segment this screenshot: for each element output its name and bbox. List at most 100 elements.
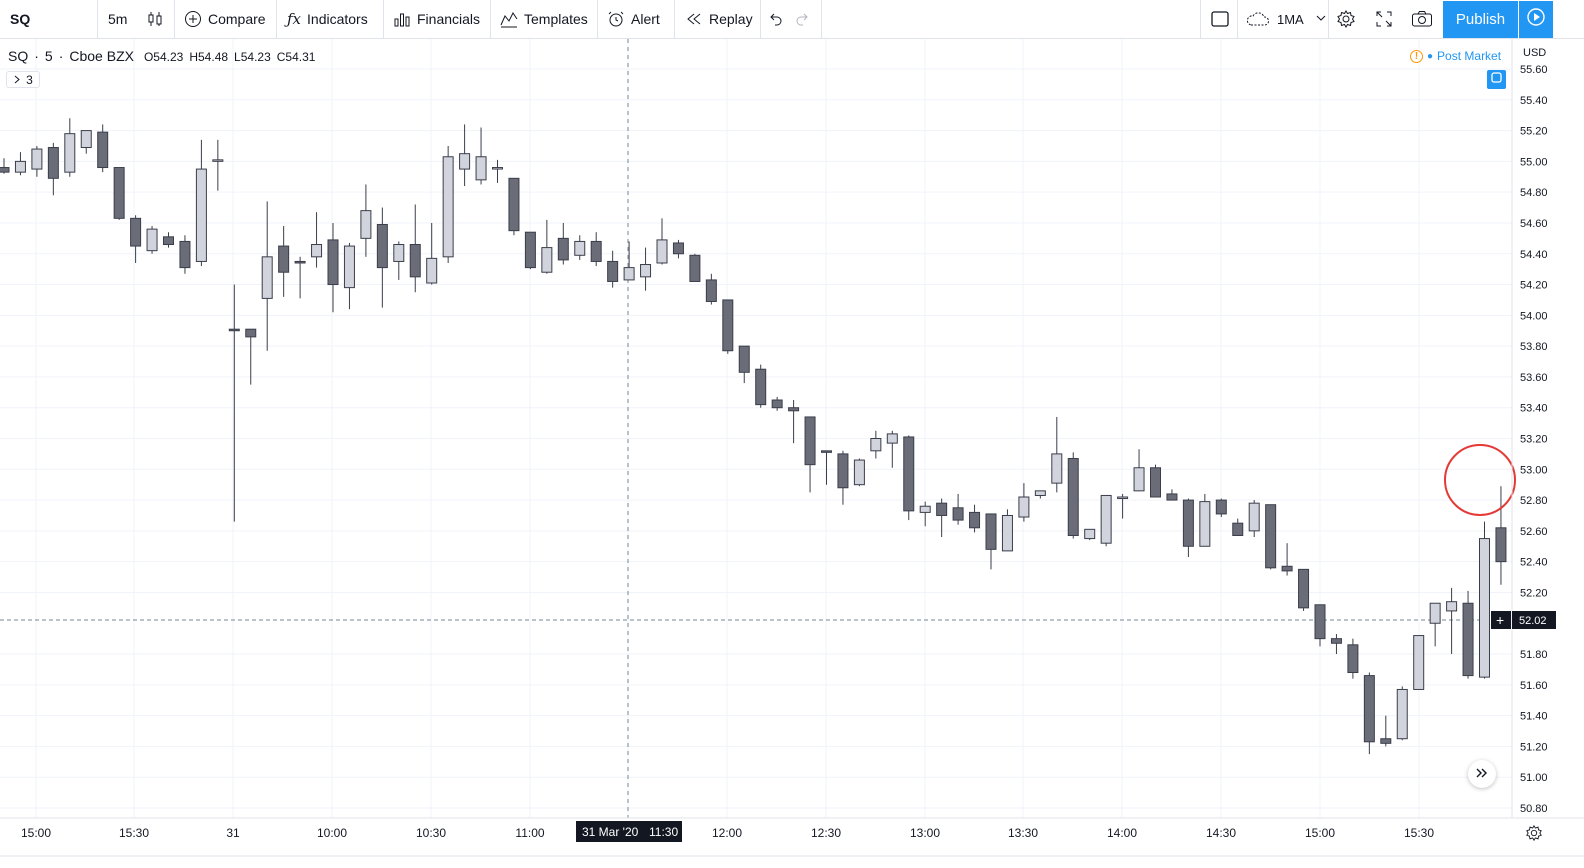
- time-axis[interactable]: 15:00 15:30 31 10:00 10:30 11:00 12:00 12:30 13:…: [21, 826, 1434, 840]
- candle-body: [1265, 504, 1277, 569]
- indicators-button[interactable]: ƒx Indicators: [287, 0, 368, 38]
- candle: [113, 167, 125, 220]
- candle: [1248, 500, 1260, 538]
- scroll-to-realtime-button[interactable]: [1468, 760, 1496, 788]
- price-tick-label: 51.80: [1520, 649, 1548, 661]
- candle: [376, 207, 388, 308]
- time-tick-label: 10:30: [416, 826, 446, 840]
- auto-scale-button[interactable]: [1487, 70, 1506, 89]
- play-circle-icon: [1526, 7, 1546, 32]
- candle: [278, 226, 290, 297]
- toolbar-divider: [597, 0, 598, 38]
- settings-button[interactable]: [1336, 0, 1362, 38]
- price-tick-label: 54.60: [1520, 218, 1548, 230]
- square-icon: [1210, 9, 1230, 29]
- candle: [1166, 489, 1178, 501]
- price-tick-label: 50.80: [1520, 803, 1548, 815]
- replay-label: Replay: [709, 11, 753, 27]
- interval-button[interactable]: 5m: [108, 0, 127, 38]
- snapshot-button[interactable]: [1411, 0, 1439, 38]
- candle-body: [837, 453, 849, 489]
- compare-button[interactable]: Compare: [184, 0, 266, 38]
- templates-icon: [500, 10, 518, 28]
- candle-body: [1396, 688, 1408, 740]
- current-price-label: 52.02: [1519, 615, 1547, 627]
- candle-body: [1084, 528, 1096, 540]
- candle-body: [97, 131, 109, 169]
- alert-label: Alert: [631, 11, 660, 27]
- price-tick-label: 54.40: [1520, 249, 1548, 261]
- financials-button[interactable]: Financials: [393, 0, 480, 38]
- candle-body: [343, 245, 355, 289]
- candle: [409, 204, 421, 293]
- toolbar-divider: [97, 0, 98, 38]
- undo-button[interactable]: [767, 0, 789, 38]
- price-chart[interactable]: 55.60 55.40 55.20 55.00 54.80 54.60 54.40 54.20…: [0, 39, 1584, 868]
- candle-body: [1413, 635, 1425, 690]
- toolbar-divider: [1237, 0, 1238, 38]
- candle: [195, 139, 207, 267]
- alarm-clock-icon: [607, 10, 625, 28]
- market-status[interactable]: ! ● Post Market: [1410, 49, 1501, 63]
- price-tick-label: 52.80: [1520, 495, 1548, 507]
- candle-body: [475, 156, 487, 181]
- layout-select[interactable]: 1MA: [1245, 0, 1326, 38]
- legend-collapse-button[interactable]: 3: [6, 71, 40, 88]
- alert-button[interactable]: Alert: [607, 0, 660, 38]
- candle: [459, 124, 471, 187]
- templates-button[interactable]: Templates: [500, 0, 588, 38]
- candle-body: [228, 328, 240, 332]
- fullscreen-button[interactable]: [1375, 0, 1399, 38]
- candle-body: [1314, 604, 1326, 640]
- fullscreen-toggle-button[interactable]: [1210, 0, 1236, 38]
- candle-body: [1199, 501, 1211, 547]
- candle: [1281, 543, 1293, 576]
- publish-video-button[interactable]: [1519, 1, 1553, 38]
- candle: [245, 328, 257, 385]
- crosshair-plus-button[interactable]: [1491, 611, 1511, 629]
- candle-body: [442, 156, 454, 258]
- publish-label: Publish: [1455, 11, 1506, 28]
- templates-label: Templates: [524, 11, 588, 27]
- candle: [574, 235, 586, 260]
- crosshair-time-label: 11:30: [649, 825, 678, 839]
- candle-body: [722, 299, 734, 352]
- series-legend[interactable]: SQ · 5 · Cboe BZX O54.23 H54.48 L54.23 C…: [8, 48, 315, 64]
- candle-body: [409, 244, 421, 278]
- price-tick-label: 51.00: [1520, 772, 1548, 784]
- candle-body: [574, 240, 586, 256]
- candle: [738, 345, 750, 384]
- post-market-label: Post Market: [1437, 49, 1502, 63]
- toolbar-divider: [821, 0, 822, 38]
- collapsed-indicators-count: 3: [26, 72, 33, 87]
- candle-body: [936, 502, 948, 516]
- symbol-search-button[interactable]: SQ: [10, 0, 30, 38]
- candle-body: [261, 256, 273, 299]
- candle-body: [656, 239, 668, 264]
- candle: [1429, 602, 1441, 647]
- indicators-label: Indicators: [307, 11, 368, 27]
- candle: [705, 273, 717, 305]
- candle: [64, 118, 76, 177]
- replay-button[interactable]: Replay: [685, 0, 753, 38]
- chart-settings-button[interactable]: [1525, 824, 1543, 847]
- price-tick-label: 53.80: [1520, 341, 1548, 353]
- currency-label[interactable]: USD: [1523, 47, 1547, 59]
- candle: [590, 232, 602, 267]
- toolbar-divider: [490, 0, 491, 38]
- candle: [1182, 498, 1194, 558]
- legend-separator: ·: [34, 48, 39, 64]
- price-axis[interactable]: 55.60 55.40 55.20 55.00 54.80 54.60 54.40 54.20…: [1520, 64, 1548, 815]
- crosshair-time-badge: [576, 821, 682, 842]
- time-tick-label: 15:00: [1305, 826, 1335, 840]
- candle-body: [1034, 490, 1046, 496]
- candle: [163, 232, 174, 248]
- publish-button[interactable]: Publish: [1443, 1, 1518, 38]
- price-tick-label: 53.60: [1520, 372, 1548, 384]
- candle: [837, 450, 849, 505]
- time-tick-label: 15:00: [21, 826, 51, 840]
- redo-button[interactable]: [795, 0, 817, 38]
- candle-body: [376, 223, 388, 269]
- chart-style-button[interactable]: [146, 0, 170, 38]
- legend-interval: 5: [44, 48, 53, 64]
